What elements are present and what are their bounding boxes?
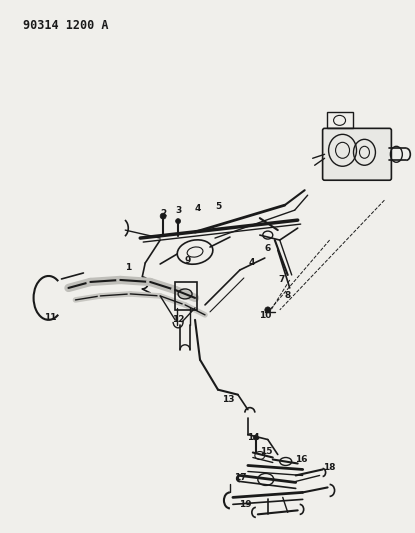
Text: 7: 7 <box>278 276 285 285</box>
Text: 90314 1200 A: 90314 1200 A <box>23 19 108 31</box>
Text: 2: 2 <box>160 208 166 217</box>
FancyBboxPatch shape <box>322 128 391 180</box>
Text: 6: 6 <box>265 244 271 253</box>
Bar <box>175 282 197 310</box>
Text: 10: 10 <box>259 311 271 320</box>
Text: 3: 3 <box>175 206 181 215</box>
Text: 17: 17 <box>234 473 246 482</box>
Text: 14: 14 <box>247 433 259 442</box>
Text: 4: 4 <box>195 204 201 213</box>
Text: 11: 11 <box>44 313 57 322</box>
Text: 18: 18 <box>323 463 336 472</box>
Text: 16: 16 <box>295 455 308 464</box>
Text: 13: 13 <box>222 395 234 404</box>
Text: 9: 9 <box>185 255 191 264</box>
Text: 15: 15 <box>259 447 272 456</box>
Text: 19: 19 <box>239 500 251 509</box>
Text: 1: 1 <box>125 263 132 272</box>
Text: 12: 12 <box>172 316 184 325</box>
Ellipse shape <box>160 213 166 219</box>
Text: 4: 4 <box>249 257 255 266</box>
Text: 8: 8 <box>285 292 291 301</box>
Bar <box>327 112 352 128</box>
Ellipse shape <box>253 435 258 440</box>
Ellipse shape <box>176 219 181 224</box>
Ellipse shape <box>265 307 271 313</box>
Text: 5: 5 <box>215 201 221 211</box>
